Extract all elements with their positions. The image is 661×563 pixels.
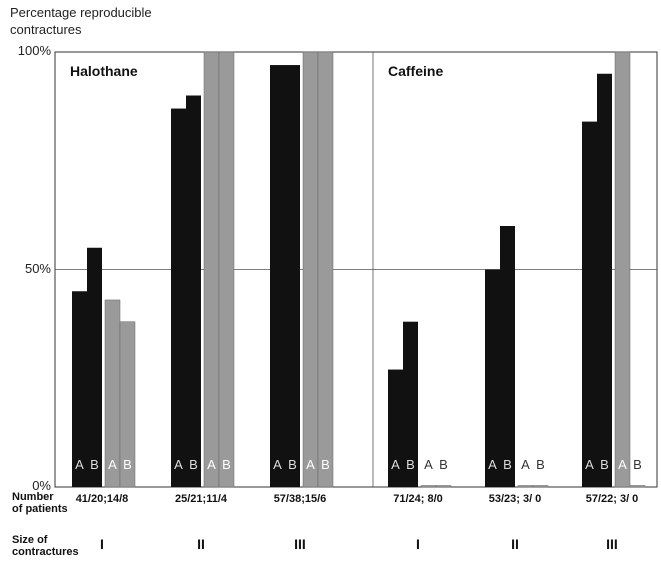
bar-caffeine-III-grey-B (629, 485, 646, 488)
patients-count: 57/38;15/6 (273, 493, 327, 505)
patients-count: 57/22; 3/ 0 (585, 493, 639, 505)
bar-halothane-I-dark-A (72, 291, 87, 487)
bar-caffeine-I-dark-A (388, 369, 403, 487)
y-axis-label: Percentage reproducible contractures (10, 5, 152, 37)
bar-caffeine-II-dark-B (500, 226, 515, 487)
bar-letter-label: A (174, 457, 183, 472)
bar-halothane-III-dark-B (285, 65, 300, 488)
bar-letter-label: B (600, 457, 609, 472)
bar-halothane-I-grey-B (119, 321, 136, 488)
bar-letter-label: B (406, 457, 415, 472)
patients-count: 25/21;11/4 (175, 493, 227, 505)
bar-letter-label: A (521, 457, 530, 472)
contracture-size: I (100, 536, 104, 552)
patients-count: 53/23; 3/ 0 (488, 493, 542, 505)
patients-count: 71/24; 8/0 (393, 493, 443, 505)
panel-title-caffeine: Caffeine (388, 63, 444, 79)
bar-letter-label: A (306, 457, 315, 472)
contracture-size: II (511, 536, 519, 552)
bar-halothane-II-dark-B (186, 95, 201, 487)
contracture-size: III (294, 536, 306, 552)
bar-letter-label: A (618, 457, 627, 472)
bar-halothane-III-grey-A (302, 51, 319, 488)
bar-caffeine-I-dark-B (403, 321, 418, 487)
panel-title-halothane: Halothane (70, 63, 138, 79)
bar-halothane-I-dark-B (87, 247, 102, 487)
bar-caffeine-III-grey-A (614, 51, 631, 488)
bar-halothane-III-dark-A (270, 65, 285, 488)
bar-letter-label: B (90, 457, 99, 472)
bar-letter-label: A (207, 457, 216, 472)
bar-letter-label: A (488, 457, 497, 472)
bar-halothane-II-dark-A (171, 108, 186, 488)
bar-caffeine-III-dark-B (597, 73, 612, 487)
bar-letter-label: A (391, 457, 400, 472)
y-tick-label: 50% (24, 260, 51, 276)
size-row-label: Size of (12, 534, 48, 546)
bar-halothane-III-grey-B (317, 51, 334, 488)
y-tick-label: 100% (17, 43, 51, 58)
bar-caffeine-III-dark-A (582, 121, 597, 487)
bar-letter-label: B (503, 457, 512, 472)
bar-caffeine-II-grey-B (532, 485, 549, 488)
contracture-size: II (197, 536, 205, 552)
contracture-size: III (606, 536, 618, 552)
bar-letter-label: A (75, 457, 84, 472)
bar-caffeine-I-grey-A (420, 485, 437, 488)
bar-letter-label: B (536, 457, 545, 472)
bar-letter-label: B (633, 457, 642, 472)
bar-letter-label: B (321, 457, 330, 472)
patients-row-label-2: of patients (12, 503, 68, 515)
size-row-label-2: contractures (12, 546, 79, 558)
bar-caffeine-I-grey-B (435, 485, 452, 488)
bar-letter-label: B (288, 457, 297, 472)
contracture-size: I (416, 536, 420, 552)
bar-letter-label: A (585, 457, 594, 472)
bar-letter-label: A (273, 457, 282, 472)
bar-letter-label: A (424, 457, 433, 472)
bar-halothane-II-grey-A (203, 51, 220, 488)
y-tick-label: 0% (32, 478, 51, 493)
bar-caffeine-II-dark-A (485, 269, 500, 487)
bar-letter-label: B (439, 457, 448, 472)
patients-row-label: Number (12, 491, 54, 503)
bar-letter-label: B (222, 457, 231, 472)
bar-letter-label: B (189, 457, 198, 472)
bar-letter-label: A (108, 457, 117, 472)
bar-halothane-II-grey-B (218, 51, 235, 488)
patients-count: 41/20;14/8 (75, 493, 129, 505)
bar-letter-label: B (123, 457, 132, 472)
bar-caffeine-II-grey-A (517, 485, 534, 488)
